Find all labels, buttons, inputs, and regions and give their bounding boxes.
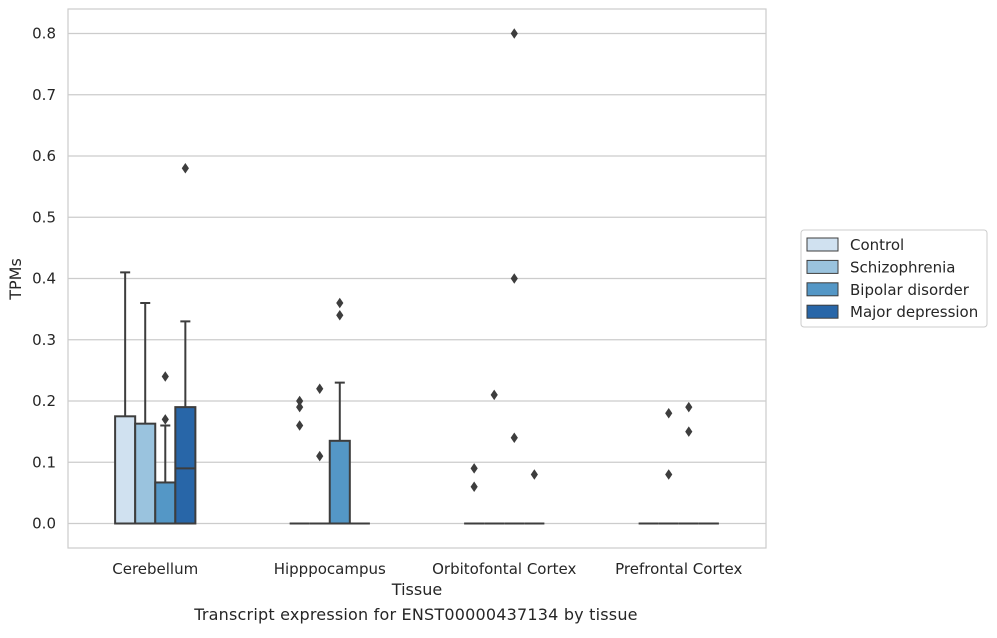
outlier-point: [296, 420, 304, 431]
outlier-point: [490, 389, 498, 401]
x-tick-label: Hipppocampus: [274, 560, 386, 578]
outlier-point: [510, 28, 518, 39]
y-tick-label: 0.8: [32, 25, 56, 43]
outlier-point: [530, 469, 538, 480]
outliers: [161, 28, 693, 492]
legend-swatch: [806, 282, 839, 297]
y-tick-label: 0.5: [32, 208, 56, 226]
outlier-point: [316, 450, 324, 462]
x-tick-labels: Cerebellum Hipppocampus Orbitofontal Corte…: [112, 560, 742, 578]
outlier-point: [470, 463, 478, 474]
y-tick-label: 0.1: [32, 453, 56, 471]
box-iqr: [154, 481, 177, 525]
outlier-point: [685, 401, 693, 413]
outlier-point: [510, 273, 518, 284]
legend-label: Major depression: [850, 303, 978, 321]
legend-swatch: [806, 237, 839, 252]
box-iqr: [114, 415, 137, 525]
y-tick-label: 0.7: [32, 86, 56, 104]
box-0-2: [154, 424, 177, 525]
outlier-point: [296, 395, 304, 407]
outlier-point: [296, 401, 304, 413]
outlier-point: [336, 297, 344, 309]
outlier-point: [685, 426, 693, 437]
outlier-point: [181, 163, 189, 174]
outlier-point: [161, 371, 169, 382]
gridlines: [68, 32, 766, 525]
y-tick-label: 0.2: [32, 392, 56, 410]
legend-label: Schizophrenia: [850, 258, 955, 276]
legend-swatch: [806, 304, 839, 319]
outlier-point: [470, 481, 478, 492]
plot-frame: [67, 8, 767, 549]
box-iqr: [174, 406, 197, 525]
legend-frame: [800, 229, 988, 328]
outlier-point: [665, 469, 673, 480]
outlier-point: [336, 310, 344, 321]
x-tick-label: Orbitofontal Cortex: [432, 560, 576, 578]
y-tick-label: 0.4: [32, 270, 56, 288]
box-0-3: [174, 320, 197, 525]
y-tick-labels: 0.0 0.1 0.2 0.3 0.4 0.5 0.6 0.7 0.8: [32, 25, 56, 533]
outlier-point: [510, 432, 518, 443]
chart-caption: Transcript expression for ENST0000043713…: [194, 605, 638, 624]
legend-label: Control: [850, 236, 904, 254]
x-tick-label: Prefrontal Cortex: [615, 560, 742, 578]
boxes: [114, 271, 719, 525]
box-iqr: [134, 422, 157, 525]
legend: Control Schizophrenia Bipolar disorder Majo…: [800, 229, 988, 328]
outlier-point: [665, 408, 673, 419]
outlier-point: [161, 414, 169, 425]
y-axis-label: TPMs: [6, 258, 25, 301]
x-tick-label: Cerebellum: [112, 560, 198, 578]
outlier-point: [316, 383, 324, 394]
box-0-1: [134, 302, 157, 525]
y-tick-label: 0.3: [32, 331, 56, 349]
box-0-0: [114, 271, 137, 525]
y-tick-label: 0.6: [32, 147, 56, 165]
legend-swatch: [806, 259, 839, 274]
x-axis-label: Tissue: [391, 580, 442, 599]
box-1-2: [328, 381, 351, 525]
y-tick-label: 0.0: [32, 515, 56, 533]
box-iqr: [328, 439, 351, 525]
legend-label: Bipolar disorder: [850, 281, 970, 299]
